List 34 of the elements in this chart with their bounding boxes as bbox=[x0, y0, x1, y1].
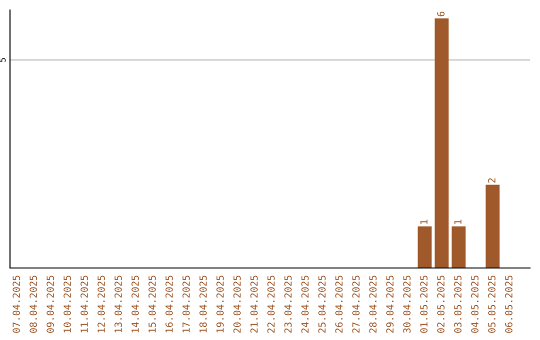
x-tick-label: 01.05.2025 bbox=[420, 276, 428, 333]
x-tick-label: 29.04.2025 bbox=[386, 276, 394, 333]
x-tick-label: 05.05.2025 bbox=[488, 276, 496, 333]
x-tick-label: 27.04.2025 bbox=[352, 276, 360, 333]
x-tick-label: 17.04.2025 bbox=[182, 276, 190, 332]
x-tick-label: 18.04.2025 bbox=[199, 276, 207, 332]
x-tick-label: 09.04.2025 bbox=[46, 276, 54, 333]
x-tick-label: 21.04.2025 bbox=[250, 276, 258, 333]
x-tick-label: 23.04.2025 bbox=[284, 276, 292, 333]
x-tick-label: 25.04.2025 bbox=[318, 276, 326, 333]
x-tick-label: 28.04.2025 bbox=[369, 276, 377, 333]
x-tick-label: 24.04.2025 bbox=[301, 276, 309, 333]
x-tick-label: 20.04.2025 bbox=[233, 276, 241, 333]
x-tick-label: 02.05.2025 bbox=[437, 276, 445, 333]
x-tick-label: 12.04.2025 bbox=[98, 276, 105, 332]
x-tick-label: 13.04.2025 bbox=[114, 276, 122, 332]
data-label: 6 bbox=[437, 12, 445, 16]
x-tick-label: 19.04.2025 bbox=[216, 276, 224, 332]
x-tick-label: 08.04.2025 bbox=[30, 276, 37, 333]
x-tick-label: 07.04.2025 bbox=[12, 276, 20, 333]
x-tick-label: 11.04.2025 bbox=[80, 276, 88, 332]
x-tick-label: 16.04.2025 bbox=[165, 276, 173, 332]
data-label: 1 bbox=[420, 220, 428, 224]
x-tick-label: 26.04.2025 bbox=[335, 276, 343, 333]
x-tick-label: 06.05.2025 bbox=[505, 276, 512, 333]
x-tick-label: 03.05.2025 bbox=[454, 276, 462, 333]
data-label: 2 bbox=[488, 178, 496, 183]
x-tick-label: 22.04.2025 bbox=[267, 276, 275, 333]
x-tick-label: 10.04.2025 bbox=[64, 276, 71, 332]
x-tick-label: 14.04.2025 bbox=[132, 276, 139, 332]
x-tick-label: 15.04.2025 bbox=[148, 276, 156, 332]
x-tick-label: 04.05.2025 bbox=[471, 276, 479, 333]
x-tick-label: 30.04.2025 bbox=[403, 276, 411, 333]
data-label: 1 bbox=[454, 220, 462, 224]
